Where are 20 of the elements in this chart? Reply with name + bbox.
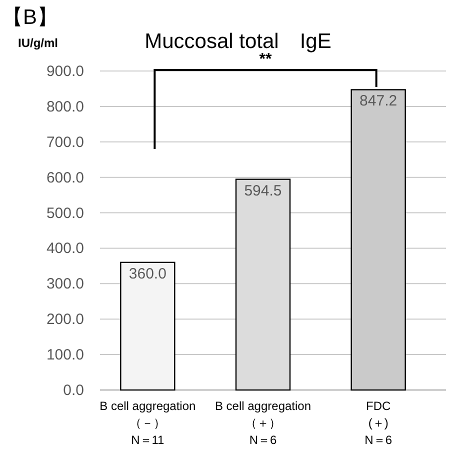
y-axis-title: IU/g/ml: [18, 36, 58, 50]
y-tick-label: 100.0: [46, 346, 84, 364]
y-tick-label: 200.0: [46, 311, 84, 328]
y-tick-label: 800.0: [46, 98, 84, 116]
data-label: 360.0: [128, 265, 166, 282]
y-tick-label: 600.0: [46, 169, 84, 186]
data-label: 847.2: [360, 92, 398, 110]
x-tick-label: B cell aggregation （－） N＝11: [100, 399, 196, 447]
chart-title: Muccosal total IgE: [144, 30, 332, 53]
y-tick-label: 300.0: [46, 276, 84, 293]
y-tick-label: 0.0: [63, 382, 84, 399]
y-tick-label: 900.0: [46, 63, 84, 80]
y-tick-label: 700.0: [46, 134, 84, 151]
x-tick-label: B cell aggregation （＋） N＝6: [214, 399, 312, 447]
data-label: 594.5: [244, 182, 282, 200]
text: 【B】: [2, 6, 58, 29]
text: **: [259, 51, 272, 68]
x-tick-label: FDC (＋) N＝6: [364, 399, 392, 447]
y-tick-label: 400.0: [46, 240, 84, 258]
y-tick-label: 500.0: [46, 204, 84, 222]
